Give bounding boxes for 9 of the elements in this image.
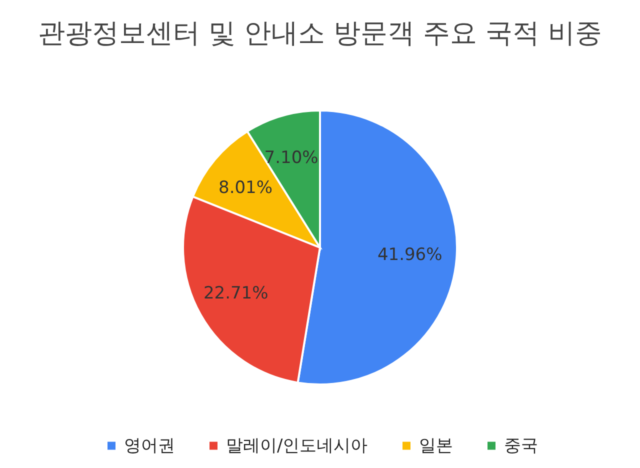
legend-label: 중국 [504, 436, 538, 456]
data-label: 22.71% [203, 283, 268, 304]
legend-label: 영어권 [124, 436, 175, 456]
legend-label: 말레이/인도네시아 [226, 436, 368, 456]
legend-label: 일본 [419, 436, 453, 456]
chart-title: 관광정보센터 및 안내소 방문객 주요 국적 비중 [38, 18, 602, 49]
data-label: 41.96% [377, 245, 442, 266]
data-label: 7.10% [264, 148, 318, 168]
data-label: 8.01% [218, 178, 273, 198]
